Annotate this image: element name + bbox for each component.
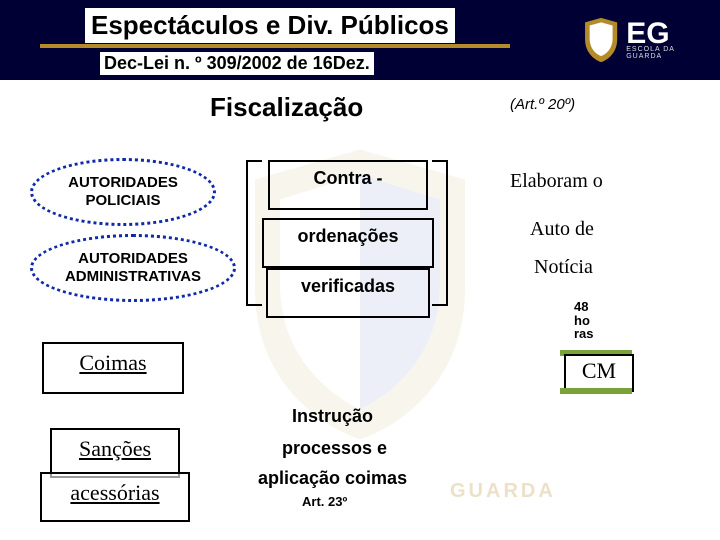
sancoes-box: Sanções [50, 428, 180, 478]
bracket-left [246, 160, 262, 306]
shield-icon [582, 14, 620, 66]
instrucao-art: Art. 23º [302, 494, 347, 509]
watermark-text: GUARDA [450, 480, 556, 503]
ordenacoes-box: ordenações [262, 218, 434, 268]
contra-box: Contra - [268, 160, 428, 210]
autoridades-policiais: AUTORIDADESPOLICIAIS [30, 158, 216, 226]
section-title: Fiscalização [210, 92, 363, 123]
cm-box: CM [564, 354, 634, 392]
noticia-text: Notícia [534, 256, 593, 279]
autode-text: Auto de [530, 218, 594, 241]
verificadas-box: verificadas [266, 268, 430, 318]
coimas-box: Coimas [42, 342, 184, 394]
cm-caption: 48horas [574, 300, 594, 341]
slide-title: Espectáculos e Div. Públicos [85, 8, 455, 43]
title-underline [40, 44, 510, 48]
acessorias-box: acessórias [40, 472, 190, 522]
bracket-right [432, 160, 448, 306]
logo: EGESCOLA DA GUARDA [582, 4, 702, 76]
slide-stage: GUARDA Espectáculos e Div. Públicos Dec-… [0, 0, 720, 540]
elaboram-text: Elaboram o [510, 170, 603, 193]
instrucao-l3: aplicação coimas [254, 462, 411, 495]
autoridades-administrativas: AUTORIDADESADMINISTRATIVAS [30, 234, 236, 302]
instrucao-l1: Instrução [288, 400, 377, 433]
slide-subtitle: Dec-Lei n. º 309/2002 de 16Dez. [100, 52, 374, 75]
cm-line-bottom [560, 388, 632, 394]
instrucao-l2: processos e [278, 432, 391, 465]
article-ref: (Art.º 20º) [510, 96, 575, 113]
logo-letters: EGESCOLA DA GUARDA [626, 20, 702, 60]
